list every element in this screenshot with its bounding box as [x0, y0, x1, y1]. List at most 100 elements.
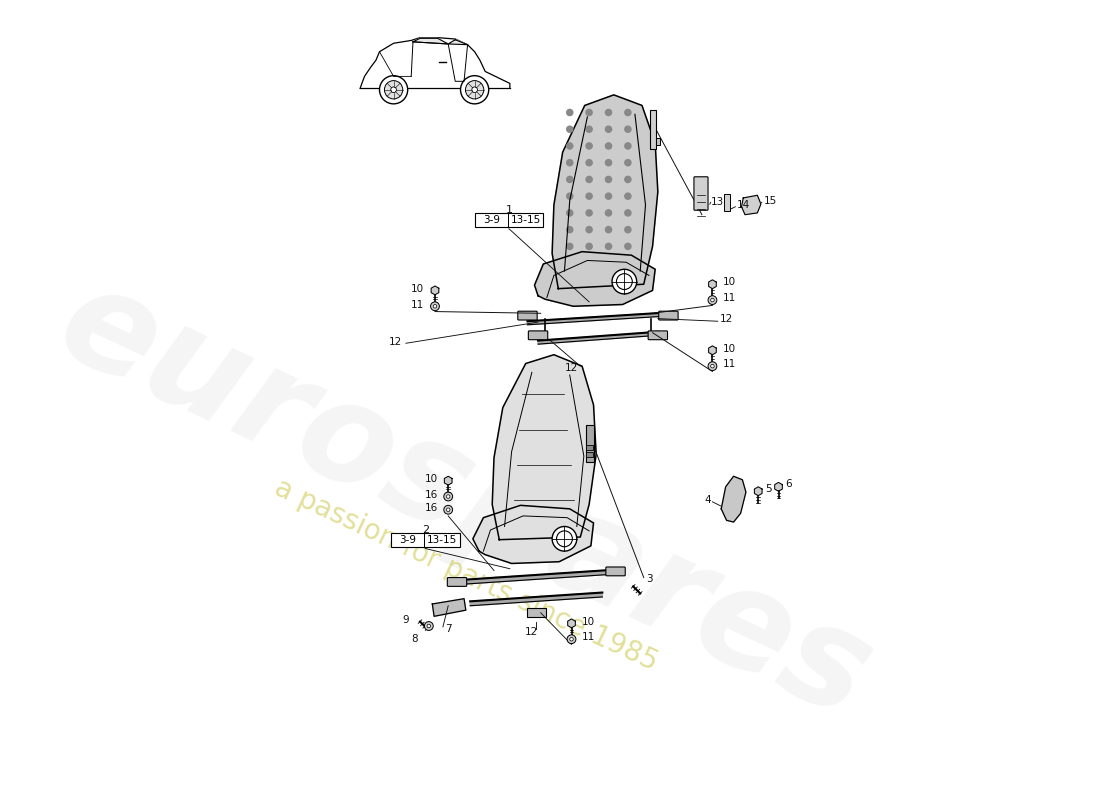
Circle shape: [443, 492, 452, 501]
Text: 8: 8: [411, 634, 418, 644]
Circle shape: [612, 270, 637, 294]
Polygon shape: [456, 570, 616, 585]
Circle shape: [625, 176, 631, 182]
Bar: [656, 138, 660, 145]
Circle shape: [616, 274, 632, 290]
Text: a passion for parts since 1985: a passion for parts since 1985: [270, 474, 662, 676]
Polygon shape: [431, 288, 434, 293]
Circle shape: [711, 298, 714, 302]
Polygon shape: [535, 252, 656, 306]
Polygon shape: [572, 619, 575, 623]
Polygon shape: [758, 487, 762, 491]
Polygon shape: [444, 481, 448, 485]
Text: 15: 15: [763, 195, 777, 206]
Text: 7: 7: [444, 624, 451, 634]
Text: 4: 4: [704, 495, 711, 505]
Circle shape: [433, 305, 437, 308]
Circle shape: [586, 226, 592, 233]
Polygon shape: [470, 593, 603, 606]
Circle shape: [625, 143, 631, 149]
Text: 12: 12: [719, 314, 733, 325]
Circle shape: [605, 126, 612, 132]
Circle shape: [465, 81, 484, 99]
Text: 11: 11: [723, 359, 736, 370]
FancyBboxPatch shape: [606, 567, 625, 576]
Circle shape: [447, 494, 450, 498]
Circle shape: [605, 143, 612, 149]
Circle shape: [557, 531, 572, 546]
Polygon shape: [538, 332, 658, 344]
Circle shape: [708, 296, 717, 305]
Circle shape: [625, 193, 631, 199]
Circle shape: [379, 76, 408, 104]
Polygon shape: [432, 598, 465, 616]
Circle shape: [586, 193, 592, 199]
Circle shape: [586, 160, 592, 166]
Polygon shape: [708, 282, 713, 286]
Polygon shape: [713, 348, 716, 353]
Text: 2: 2: [421, 525, 429, 535]
Polygon shape: [708, 280, 713, 284]
Circle shape: [427, 624, 430, 628]
Polygon shape: [360, 38, 510, 88]
Polygon shape: [568, 619, 572, 623]
Text: 9: 9: [403, 615, 409, 625]
Polygon shape: [448, 481, 452, 485]
Polygon shape: [572, 623, 575, 628]
Text: 12: 12: [565, 363, 579, 373]
Polygon shape: [758, 491, 762, 496]
Bar: [527, 608, 546, 617]
Polygon shape: [708, 350, 713, 354]
Polygon shape: [572, 621, 575, 626]
Text: 10: 10: [723, 278, 736, 287]
Polygon shape: [713, 284, 716, 289]
Polygon shape: [708, 346, 713, 350]
Polygon shape: [779, 482, 782, 487]
Circle shape: [625, 243, 631, 250]
Text: 11: 11: [411, 299, 425, 310]
Polygon shape: [741, 195, 761, 214]
Polygon shape: [713, 280, 716, 284]
Circle shape: [461, 76, 488, 104]
Circle shape: [625, 126, 631, 132]
Circle shape: [570, 638, 573, 641]
Polygon shape: [431, 286, 434, 290]
Circle shape: [552, 526, 576, 551]
Text: 3-9: 3-9: [483, 215, 499, 225]
Text: 16: 16: [425, 503, 438, 513]
Text: 14: 14: [737, 200, 750, 210]
FancyBboxPatch shape: [694, 177, 708, 210]
Circle shape: [425, 622, 433, 630]
FancyBboxPatch shape: [648, 331, 668, 340]
Circle shape: [605, 193, 612, 199]
Bar: [586, 445, 593, 450]
Polygon shape: [779, 487, 782, 491]
Circle shape: [711, 365, 714, 368]
Polygon shape: [755, 491, 758, 496]
Text: 10: 10: [723, 343, 736, 354]
Circle shape: [586, 243, 592, 250]
Circle shape: [586, 143, 592, 149]
Polygon shape: [779, 485, 782, 489]
Bar: [390, 533, 460, 546]
Text: 1: 1: [506, 206, 513, 215]
Circle shape: [605, 110, 612, 115]
Circle shape: [472, 87, 477, 93]
Text: 5: 5: [766, 483, 772, 494]
Circle shape: [605, 160, 612, 166]
Polygon shape: [755, 489, 758, 494]
Polygon shape: [448, 40, 468, 45]
Polygon shape: [434, 290, 439, 295]
Text: 10: 10: [411, 284, 425, 294]
Bar: [586, 452, 593, 457]
Circle shape: [566, 110, 573, 115]
Circle shape: [625, 110, 631, 115]
Circle shape: [708, 362, 717, 370]
Circle shape: [605, 210, 612, 216]
Polygon shape: [434, 286, 439, 290]
Bar: [650, 110, 656, 150]
Circle shape: [625, 226, 631, 233]
Circle shape: [586, 210, 592, 216]
Text: 6: 6: [785, 479, 792, 489]
Polygon shape: [448, 476, 452, 481]
